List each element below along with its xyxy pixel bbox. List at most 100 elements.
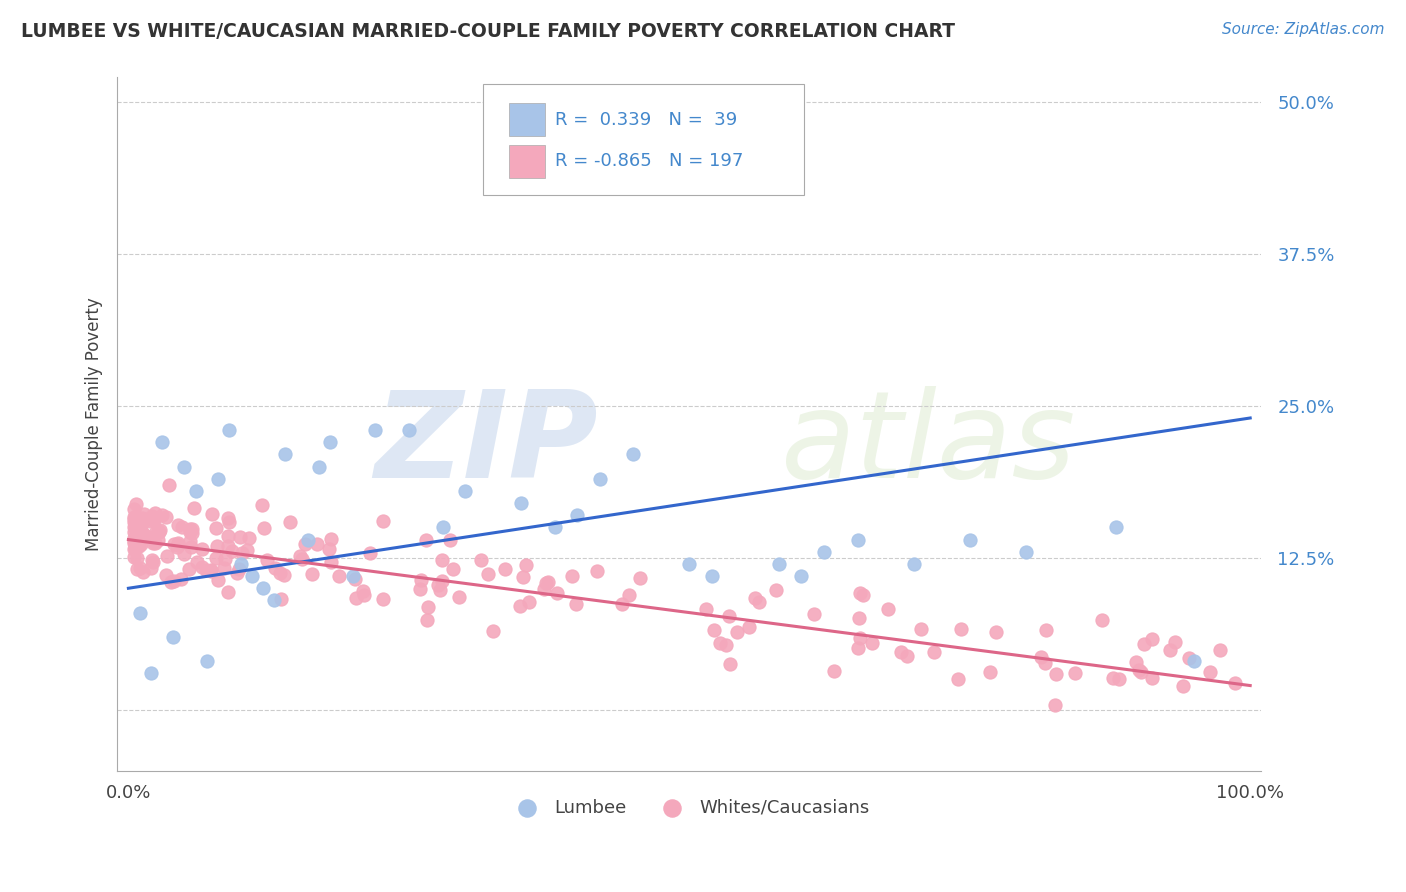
Point	[1171, 679, 1194, 693]
Point	[190, 559, 212, 574]
Point	[508, 599, 530, 614]
Point	[426, 578, 449, 592]
Point	[207, 472, 229, 486]
Point	[610, 597, 633, 611]
Point	[398, 423, 420, 437]
Point	[411, 573, 433, 587]
Point	[179, 533, 201, 548]
Point	[537, 574, 560, 589]
Point	[353, 584, 375, 599]
Point	[212, 560, 235, 574]
Point	[896, 649, 918, 664]
Point	[122, 510, 145, 524]
Point	[142, 535, 165, 549]
Point	[122, 536, 145, 550]
Point	[173, 459, 195, 474]
Point	[342, 569, 364, 583]
Point	[141, 509, 163, 524]
Point	[238, 532, 260, 546]
Point	[122, 549, 145, 564]
Point	[173, 547, 195, 561]
Point	[415, 533, 437, 547]
Point	[765, 582, 787, 597]
Point	[533, 582, 555, 597]
Point	[125, 498, 148, 512]
Point	[959, 533, 981, 547]
Point	[139, 666, 162, 681]
Point	[129, 537, 152, 551]
Point	[138, 514, 160, 528]
Point	[534, 576, 557, 591]
Point	[148, 524, 170, 539]
Point	[1159, 643, 1181, 657]
Point	[439, 533, 461, 548]
Point	[565, 508, 588, 523]
Point	[1125, 655, 1147, 669]
Point	[143, 536, 166, 550]
Point	[273, 567, 295, 582]
Point	[949, 622, 972, 636]
Point	[162, 630, 184, 644]
Point	[318, 542, 340, 557]
Point	[922, 645, 945, 659]
Point	[124, 541, 146, 555]
Point	[344, 591, 367, 605]
Bar	[509, 145, 546, 178]
Point	[214, 552, 236, 566]
Point	[432, 553, 454, 567]
Point	[1035, 623, 1057, 637]
Point	[876, 601, 898, 615]
Text: ZIP: ZIP	[374, 386, 598, 503]
Text: LUMBEE VS WHITE/CAUCASIAN MARRIED-COUPLE FAMILY POVERTY CORRELATION CHART: LUMBEE VS WHITE/CAUCASIAN MARRIED-COUPLE…	[21, 22, 955, 41]
Point	[143, 526, 166, 541]
Point	[256, 553, 278, 567]
Point	[252, 498, 274, 512]
Point	[148, 524, 170, 539]
Point	[131, 511, 153, 525]
Point	[494, 562, 516, 576]
Point	[718, 657, 741, 671]
Point	[269, 566, 291, 580]
Point	[122, 519, 145, 533]
Point	[207, 574, 229, 588]
Point	[1128, 663, 1150, 677]
Point	[510, 496, 533, 510]
Point	[122, 512, 145, 526]
Point	[156, 549, 179, 563]
Point	[124, 533, 146, 547]
Point	[201, 507, 224, 521]
Point	[744, 591, 766, 605]
Point	[695, 602, 717, 616]
Point	[138, 530, 160, 544]
Point	[122, 515, 145, 529]
Point	[205, 551, 228, 566]
Point	[454, 483, 477, 498]
Point	[200, 564, 222, 578]
Point	[1015, 545, 1038, 559]
Point	[166, 540, 188, 554]
Point	[1209, 643, 1232, 657]
Point	[195, 654, 218, 668]
Point	[132, 526, 155, 541]
Point	[163, 574, 186, 588]
Point	[848, 611, 870, 625]
Point	[1140, 671, 1163, 685]
Point	[860, 636, 883, 650]
Point	[429, 582, 451, 597]
Point	[177, 561, 200, 575]
Point	[180, 525, 202, 540]
Point	[218, 423, 240, 437]
Point	[166, 538, 188, 552]
Point	[946, 672, 969, 686]
Point	[846, 533, 869, 547]
Point	[132, 516, 155, 530]
Point	[585, 564, 607, 578]
Point	[709, 636, 731, 650]
Point	[200, 563, 222, 577]
Point	[128, 530, 150, 544]
Point	[979, 665, 1001, 679]
Point	[848, 631, 870, 645]
Point	[588, 472, 610, 486]
Point	[823, 664, 845, 678]
Point	[128, 539, 150, 553]
